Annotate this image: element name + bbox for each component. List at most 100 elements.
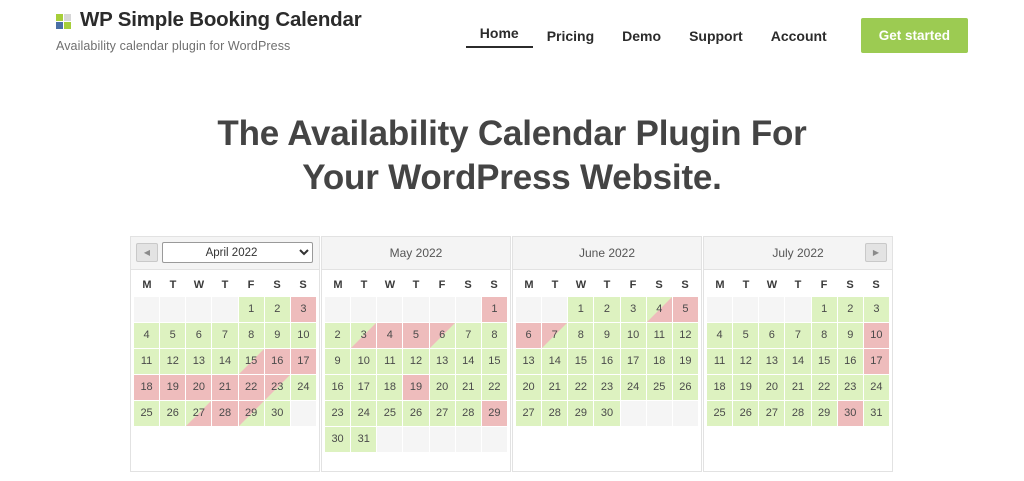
calendar-day-cell[interactable]: 15 [568, 348, 594, 374]
calendar-day-cell[interactable]: 14 [212, 348, 238, 374]
nav-link-support[interactable]: Support [689, 27, 743, 44]
nav-link-account[interactable]: Account [770, 27, 827, 44]
month-select[interactable]: April 2022 [162, 242, 313, 263]
calendar-day-cell[interactable]: 11 [646, 322, 672, 348]
calendar-day-cell[interactable]: 13 [759, 348, 785, 374]
calendar-day-cell[interactable]: 8 [481, 322, 507, 348]
calendar-day-cell[interactable]: 4 [646, 296, 672, 322]
calendar-day-cell[interactable]: 24 [351, 400, 377, 426]
calendar-day-cell[interactable]: 16 [264, 348, 290, 374]
calendar-day-cell[interactable]: 22 [481, 374, 507, 400]
calendar-day-cell[interactable]: 21 [785, 374, 811, 400]
calendar-day-cell[interactable]: 21 [455, 374, 481, 400]
calendar-day-cell[interactable]: 9 [325, 348, 351, 374]
calendar-day-cell[interactable]: 25 [134, 400, 160, 426]
calendar-day-cell[interactable]: 15 [811, 348, 837, 374]
calendar-day-cell[interactable]: 3 [351, 322, 377, 348]
calendar-day-cell[interactable]: 28 [455, 400, 481, 426]
calendar-day-cell[interactable]: 16 [837, 348, 863, 374]
calendar-day-cell[interactable]: 12 [672, 322, 698, 348]
calendar-day-cell[interactable]: 22 [811, 374, 837, 400]
calendar-day-cell[interactable]: 4 [134, 322, 160, 348]
calendar-day-cell[interactable]: 23 [594, 374, 620, 400]
calendar-day-cell[interactable]: 17 [620, 348, 646, 374]
calendar-day-cell[interactable]: 14 [542, 348, 568, 374]
calendar-day-cell[interactable]: 18 [646, 348, 672, 374]
calendar-day-cell[interactable]: 15 [481, 348, 507, 374]
calendar-day-cell[interactable]: 1 [568, 296, 594, 322]
calendar-day-cell[interactable]: 9 [264, 322, 290, 348]
calendar-day-cell[interactable]: 20 [516, 374, 542, 400]
calendar-day-cell[interactable]: 24 [290, 374, 316, 400]
calendar-day-cell[interactable]: 1 [238, 296, 264, 322]
calendar-day-cell[interactable]: 6 [516, 322, 542, 348]
calendar-day-cell[interactable]: 24 [620, 374, 646, 400]
calendar-day-cell[interactable]: 9 [594, 322, 620, 348]
calendar-day-cell[interactable]: 1 [481, 296, 507, 322]
calendar-day-cell[interactable]: 28 [542, 400, 568, 426]
calendar-day-cell[interactable]: 5 [672, 296, 698, 322]
calendar-day-cell[interactable]: 16 [325, 374, 351, 400]
calendar-day-cell[interactable]: 7 [455, 322, 481, 348]
calendar-day-cell[interactable]: 8 [568, 322, 594, 348]
calendar-day-cell[interactable]: 25 [646, 374, 672, 400]
calendar-day-cell[interactable]: 30 [264, 400, 290, 426]
calendar-day-cell[interactable]: 19 [672, 348, 698, 374]
calendar-day-cell[interactable]: 5 [403, 322, 429, 348]
calendar-day-cell[interactable]: 2 [837, 296, 863, 322]
calendar-day-cell[interactable]: 5 [160, 322, 186, 348]
calendar-day-cell[interactable]: 20 [429, 374, 455, 400]
calendar-day-cell[interactable]: 29 [481, 400, 507, 426]
nav-link-demo[interactable]: Demo [622, 27, 662, 44]
calendar-day-cell[interactable]: 26 [160, 400, 186, 426]
calendar-day-cell[interactable]: 31 [351, 426, 377, 452]
calendar-day-cell[interactable]: 20 [759, 374, 785, 400]
calendar-day-cell[interactable]: 14 [455, 348, 481, 374]
calendar-day-cell[interactable]: 25 [707, 400, 733, 426]
calendar-day-cell[interactable]: 20 [186, 374, 212, 400]
calendar-day-cell[interactable]: 19 [403, 374, 429, 400]
calendar-day-cell[interactable]: 3 [620, 296, 646, 322]
calendar-day-cell[interactable]: 14 [785, 348, 811, 374]
calendar-day-cell[interactable]: 4 [377, 322, 403, 348]
nav-link-home[interactable]: Home [465, 23, 533, 48]
calendar-day-cell[interactable]: 4 [707, 322, 733, 348]
calendar-day-cell[interactable]: 3 [863, 296, 889, 322]
calendar-day-cell[interactable]: 15 [238, 348, 264, 374]
calendar-day-cell[interactable]: 7 [542, 322, 568, 348]
calendar-day-cell[interactable]: 26 [403, 400, 429, 426]
next-month-arrow-icon[interactable]: ▶ [865, 243, 887, 262]
calendar-day-cell[interactable]: 13 [516, 348, 542, 374]
calendar-day-cell[interactable]: 17 [863, 348, 889, 374]
calendar-day-cell[interactable]: 6 [429, 322, 455, 348]
calendar-day-cell[interactable]: 29 [811, 400, 837, 426]
calendar-day-cell[interactable]: 27 [429, 400, 455, 426]
calendar-day-cell[interactable]: 29 [238, 400, 264, 426]
calendar-day-cell[interactable]: 7 [212, 322, 238, 348]
calendar-day-cell[interactable]: 27 [186, 400, 212, 426]
calendar-day-cell[interactable]: 19 [160, 374, 186, 400]
calendar-day-cell[interactable]: 28 [785, 400, 811, 426]
calendar-day-cell[interactable]: 11 [377, 348, 403, 374]
calendar-day-cell[interactable]: 26 [672, 374, 698, 400]
calendar-day-cell[interactable]: 31 [863, 400, 889, 426]
calendar-day-cell[interactable]: 2 [325, 322, 351, 348]
calendar-day-cell[interactable]: 2 [594, 296, 620, 322]
nav-link-pricing[interactable]: Pricing [546, 27, 595, 44]
calendar-day-cell[interactable]: 3 [290, 296, 316, 322]
calendar-day-cell[interactable]: 25 [377, 400, 403, 426]
calendar-day-cell[interactable]: 1 [811, 296, 837, 322]
get-started-button[interactable]: Get started [860, 18, 968, 53]
calendar-day-cell[interactable]: 17 [290, 348, 316, 374]
calendar-day-cell[interactable]: 10 [863, 322, 889, 348]
calendar-day-cell[interactable]: 28 [212, 400, 238, 426]
calendar-day-cell[interactable]: 6 [759, 322, 785, 348]
calendar-day-cell[interactable]: 23 [325, 400, 351, 426]
calendar-day-cell[interactable]: 13 [186, 348, 212, 374]
calendar-day-cell[interactable]: 12 [160, 348, 186, 374]
calendar-day-cell[interactable]: 21 [542, 374, 568, 400]
calendar-day-cell[interactable]: 2 [264, 296, 290, 322]
calendar-day-cell[interactable]: 11 [707, 348, 733, 374]
calendar-day-cell[interactable]: 21 [212, 374, 238, 400]
calendar-day-cell[interactable]: 30 [837, 400, 863, 426]
